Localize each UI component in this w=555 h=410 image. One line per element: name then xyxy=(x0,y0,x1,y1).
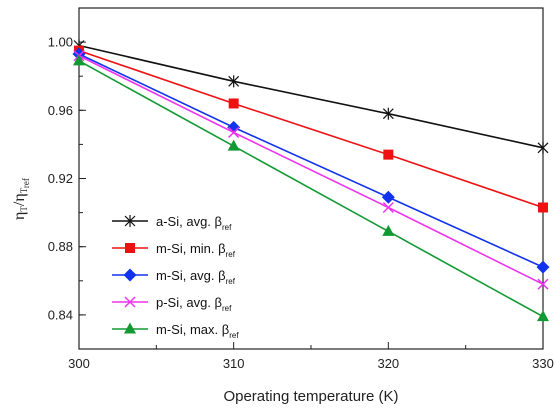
legend-label: a-Si, avg. βref xyxy=(156,214,232,232)
marker-diamond xyxy=(123,268,137,282)
legend-marker xyxy=(125,243,135,253)
y-axis-title-eta1: η xyxy=(11,212,28,220)
y-axis-title-sub2b: ref xyxy=(21,178,31,188)
data-point xyxy=(227,139,240,151)
series-line xyxy=(78,60,544,318)
legend-label-main: a-Si, avg. β xyxy=(156,214,222,229)
legend-label-main: m-Si, max. β xyxy=(156,322,229,337)
legend-marker xyxy=(123,268,137,282)
data-point xyxy=(381,190,395,204)
data-point xyxy=(382,107,394,120)
data-point xyxy=(228,98,239,109)
x-tick-label: 320 xyxy=(377,356,399,371)
legend-item: m-Si, avg. βref xyxy=(112,268,236,286)
legend-label-main: m-Si, avg. β xyxy=(156,268,226,283)
legend-label-sub: ref xyxy=(222,304,232,313)
marker-square xyxy=(125,243,135,253)
series-line xyxy=(78,44,544,149)
marker-cross-b xyxy=(382,201,394,214)
x-tick-label: 330 xyxy=(532,356,554,371)
y-axis-title-sub1: T xyxy=(19,206,29,212)
data-point xyxy=(537,141,549,154)
legend-label-sub: ref xyxy=(226,250,236,259)
x-tick-label: 300 xyxy=(68,356,90,371)
data-point xyxy=(382,201,394,214)
series-line xyxy=(78,53,544,268)
legend-item: a-Si, avg. βref xyxy=(112,214,232,232)
data-point xyxy=(73,54,85,66)
x-tick-label: 310 xyxy=(223,356,245,371)
marker-cross-b xyxy=(124,296,136,308)
series-line xyxy=(78,55,544,285)
data-point xyxy=(382,224,395,236)
marker-triangle xyxy=(124,322,136,334)
data-point xyxy=(537,278,549,290)
y-axis-title-sub2: T xyxy=(19,187,29,193)
marker-square xyxy=(383,149,394,160)
y-axis-title-eta2: η xyxy=(11,193,28,201)
y-axis-title-slash: / xyxy=(11,201,28,206)
data-point xyxy=(228,75,240,88)
legend-label-sub: ref xyxy=(226,277,236,286)
marker-diamond xyxy=(227,120,241,134)
y-axis-title: ηT/ηTref xyxy=(11,178,31,220)
y-tick-label: 1.00 xyxy=(48,35,73,50)
data-point xyxy=(383,149,394,160)
marker-square xyxy=(228,98,239,109)
marker-triangle xyxy=(227,139,240,151)
plot-frame xyxy=(78,7,544,350)
marker-square xyxy=(538,202,548,213)
y-tick-label: 0.92 xyxy=(48,171,73,186)
legend-label: p-Si, avg. βref xyxy=(156,295,232,313)
marker-diamond xyxy=(381,190,395,204)
legend-label: m-Si, min. βref xyxy=(156,241,236,259)
series-line xyxy=(78,49,544,209)
marker-triangle xyxy=(382,224,395,236)
x-axis-title: Operating temperature (K) xyxy=(223,388,398,405)
legend-label-main: p-Si, avg. β xyxy=(156,295,222,310)
data-point xyxy=(227,120,241,134)
legend-marker xyxy=(124,296,136,308)
legend-marker xyxy=(124,215,136,227)
legend-label-sub: ref xyxy=(229,331,239,340)
data-point xyxy=(538,202,548,213)
svg-text:ηT/ηTref: ηT/ηTref xyxy=(11,178,31,220)
marker-cross-b xyxy=(537,278,549,290)
legend-item: m-Si, max. βref xyxy=(112,322,239,340)
y-tick-label: 0.84 xyxy=(48,307,73,322)
marker-triangle xyxy=(537,310,549,322)
plot-area: 0.84 0.88 0.92 0.96 1.00 300 310 320 330 xyxy=(48,7,554,371)
data-point xyxy=(536,260,550,274)
marker-cross-b xyxy=(228,126,240,138)
legend-label: m-Si, avg. βref xyxy=(156,268,236,286)
legend-marker xyxy=(124,322,136,334)
marker-diamond xyxy=(536,260,550,274)
legend-label: m-Si, max. βref xyxy=(156,322,239,340)
y-tick-label: 0.88 xyxy=(48,239,73,254)
legend-label-main: m-Si, min. β xyxy=(156,241,226,256)
data-point xyxy=(537,310,549,322)
y-tick-label: 0.96 xyxy=(48,103,73,118)
legend-item: m-Si, min. βref xyxy=(112,241,236,259)
data-point xyxy=(228,126,240,138)
marker-triangle xyxy=(73,54,85,66)
legend-label-sub: ref xyxy=(222,223,232,232)
legend-item: p-Si, avg. βref xyxy=(112,295,232,313)
